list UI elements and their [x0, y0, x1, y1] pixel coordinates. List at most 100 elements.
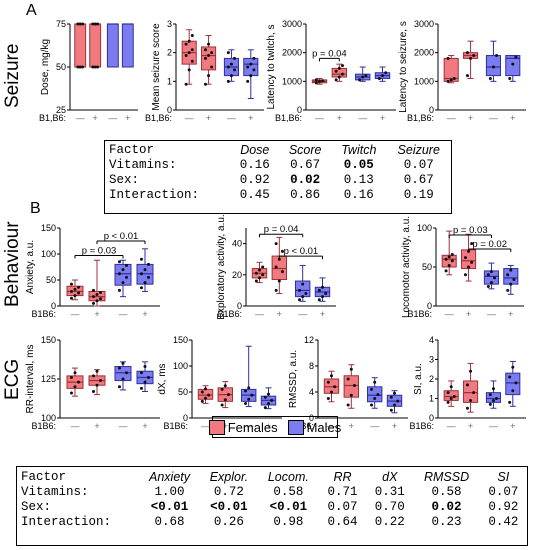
data-point	[252, 56, 256, 60]
data-point	[261, 265, 265, 269]
x-tick-label: —	[108, 113, 117, 123]
data-point	[373, 397, 377, 400]
box-female	[89, 23, 102, 68]
chart-locomotor: 0 50 100 Locomotor activity, a.u. — + — + B1B6: p…	[401, 216, 524, 319]
data-point	[91, 65, 95, 69]
data-point	[370, 387, 374, 391]
data-point	[187, 51, 191, 55]
data-point	[69, 282, 73, 286]
y-tick-label: 4	[309, 387, 314, 397]
data-point	[121, 268, 125, 272]
table-bottom-cell: <0.01	[210, 500, 248, 514]
y-tick-label: 0	[183, 413, 188, 423]
y-tick-label: 75	[56, 19, 66, 29]
significance-label: p < 0.01	[284, 246, 319, 257]
group-label: B1B6:	[31, 421, 56, 431]
data-point	[449, 385, 453, 389]
data-point	[143, 281, 147, 285]
data-point	[184, 42, 188, 46]
y-tick-label: 25	[56, 105, 66, 115]
data-point	[247, 386, 251, 390]
data-point	[254, 271, 258, 275]
box-male	[505, 372, 521, 396]
data-point	[263, 406, 267, 410]
table-top-cell: 0.05	[343, 158, 374, 172]
data-point	[381, 74, 384, 78]
x-tick-label: —	[71, 421, 80, 431]
data-point	[190, 59, 194, 63]
data-point	[207, 42, 211, 46]
data-point	[81, 65, 85, 69]
data-point	[207, 393, 211, 397]
data-point	[261, 273, 265, 277]
legend-swatch-female	[208, 419, 225, 435]
significance-label: p = 0.03	[82, 246, 117, 257]
data-point	[364, 74, 368, 78]
x-tick-label: —	[255, 309, 264, 319]
data-point	[203, 56, 207, 60]
data-point	[317, 288, 321, 292]
table-bottom-row-label-2: Interaction:	[21, 515, 112, 529]
data-point	[226, 51, 230, 55]
data-point	[210, 65, 214, 69]
data-point	[314, 81, 318, 85]
x-tick-label: +	[266, 421, 271, 431]
data-point	[491, 65, 495, 69]
data-point	[447, 255, 451, 259]
x-tick-label: —	[227, 113, 236, 123]
x-tick-label: +	[248, 113, 253, 123]
y-tick-label: 0	[51, 301, 56, 311]
y-axis-label: RR-interval, ms	[25, 345, 36, 414]
legend-item-female: Females	[208, 419, 278, 435]
y-tick-label: 0	[429, 413, 434, 423]
data-point	[95, 383, 99, 387]
data-point	[488, 76, 492, 80]
x-tick-label: +	[206, 113, 211, 123]
data-point	[472, 391, 476, 395]
data-point	[493, 276, 497, 280]
data-point	[330, 374, 333, 378]
data-point	[229, 62, 233, 66]
table-top-cell: 0.92	[239, 173, 270, 187]
panel-letter-b: B	[30, 200, 41, 217]
data-point	[465, 51, 469, 55]
x-tick-label: +	[508, 309, 513, 319]
chart-score: 0 1 2 3 Mean seizure score — + — + B1,B6:	[145, 19, 264, 123]
data-point	[73, 294, 77, 298]
table-top-header-2: Score	[288, 143, 322, 157]
data-point	[147, 275, 151, 279]
data-point	[334, 69, 338, 73]
data-point	[514, 55, 518, 59]
data-point	[486, 285, 490, 288]
data-point	[326, 380, 330, 384]
data-point	[274, 242, 278, 246]
y-tick-label: 100	[41, 249, 56, 259]
data-point	[346, 377, 350, 381]
box-female	[201, 46, 217, 71]
data-point	[463, 273, 467, 277]
data-point	[96, 65, 100, 69]
data-point	[349, 367, 353, 371]
table-top-header-0: Factor	[109, 143, 155, 157]
x-tick-label: —	[185, 113, 194, 123]
table-bottom-header-7: SI	[497, 470, 510, 484]
data-point	[301, 282, 305, 286]
data-point	[233, 68, 237, 72]
data-point	[69, 375, 73, 379]
box-male	[485, 392, 501, 403]
y-tick-label: 1	[429, 394, 434, 404]
table-top-cell: 0.07	[403, 158, 434, 172]
data-point	[99, 290, 103, 294]
x-tick-label: +	[510, 113, 515, 123]
y-tick-label: 0	[309, 413, 314, 423]
y-axis-label: Dose, mg/kg	[40, 39, 51, 95]
y-tick-label: 50	[56, 62, 66, 72]
x-tick-label: —	[489, 421, 498, 431]
data-point	[446, 79, 450, 83]
chart-twitch: 0 1000 2000 3000 Latency to twitch, s — + — + B1,…	[266, 19, 396, 123]
data-point	[267, 392, 270, 396]
table-top-cell: 0.86	[290, 188, 321, 202]
y-axis-label: Anxiety, a.u.	[25, 240, 36, 294]
data-point	[452, 395, 456, 399]
data-point	[298, 298, 302, 302]
